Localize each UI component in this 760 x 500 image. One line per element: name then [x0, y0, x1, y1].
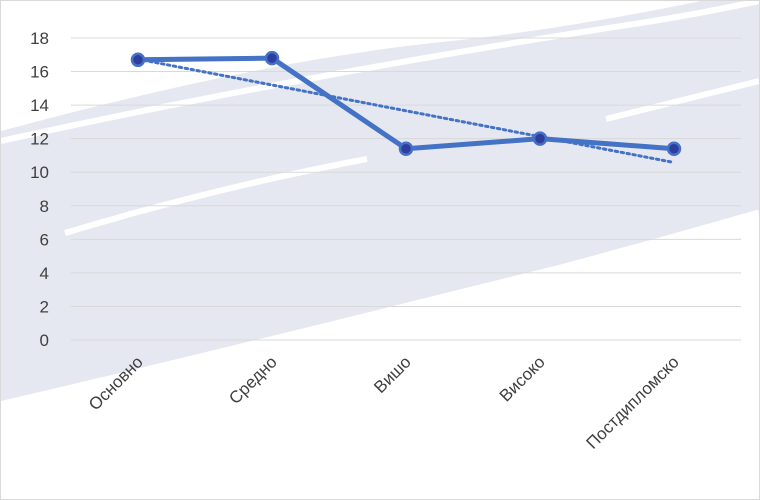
y-tick-label: 14: [30, 96, 49, 115]
x-tick-label: Средно: [225, 352, 281, 408]
data-point: [130, 52, 146, 68]
data-point: [532, 131, 548, 146]
x-tick-label: Високо: [496, 352, 549, 405]
background-swoosh: [1, 1, 759, 144]
trendline-group: [136, 57, 676, 164]
trendline: [136, 57, 676, 164]
background-swoosh-right: [605, 78, 759, 122]
gridlines: [71, 37, 741, 341]
data-point: [398, 141, 414, 156]
y-tick-label: 18: [30, 29, 49, 48]
data-point: [264, 50, 280, 66]
data-point: [666, 141, 682, 156]
y-tick-label: 4: [40, 264, 49, 283]
series-group: [130, 50, 682, 156]
background-swoosh-short: [64, 156, 368, 236]
y-tick-label: 12: [30, 130, 49, 149]
y-tick-label: 0: [40, 331, 49, 350]
y-tick-label: 10: [30, 163, 49, 182]
background-band-lower: [1, 171, 759, 373]
y-axis-ticks: 0 2 4 6 8 10 12 14 16 18: [30, 29, 49, 350]
x-tick-label: Постдипломско: [583, 352, 683, 452]
y-tick-label: 2: [40, 297, 49, 316]
y-tick-label: 8: [40, 197, 49, 216]
decorative-background: [1, 1, 759, 413]
y-tick-label: 6: [40, 230, 49, 249]
y-tick-label: 16: [30, 63, 49, 82]
background-swoosh-lower: [1, 209, 759, 413]
x-tick-label: Вишо: [370, 352, 415, 397]
